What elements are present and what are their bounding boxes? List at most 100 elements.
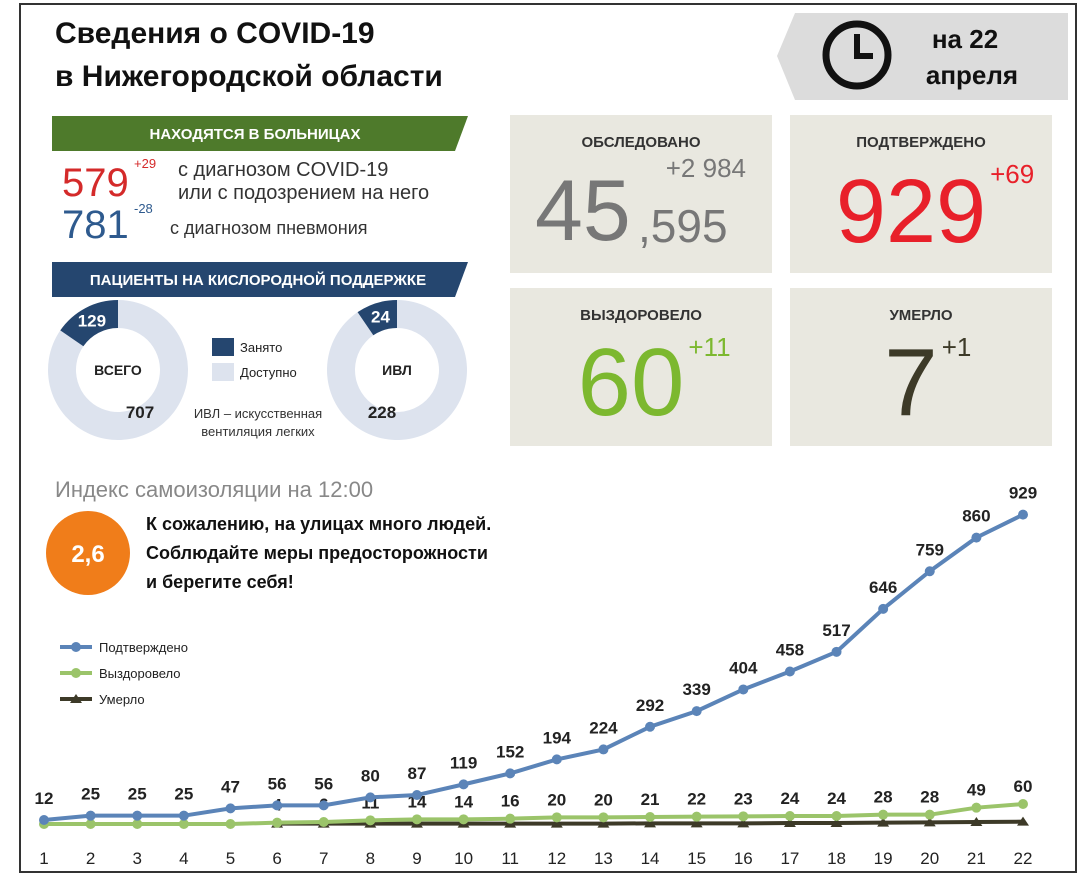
marker (85, 810, 96, 821)
x-tick-label: 11 (501, 849, 519, 868)
stat-value: 60 (578, 329, 685, 436)
stat-value: 45 (535, 163, 631, 259)
data-label: 12 (35, 789, 54, 808)
data-label: 25 (81, 785, 100, 804)
data-label: 16 (501, 792, 520, 811)
data-label: 56 (268, 774, 287, 793)
stat-delta: +11 (688, 332, 730, 362)
note: ИВЛ – искусственная (194, 406, 322, 421)
title: Сведения о COVID-19 (55, 17, 375, 50)
marker (923, 817, 936, 827)
marker (272, 800, 283, 811)
marker (971, 802, 982, 813)
x-tick-label: 9 (412, 849, 421, 868)
legend-marker (71, 642, 81, 652)
stat-box (790, 288, 1052, 446)
index-text: и берегите себя! (146, 572, 294, 592)
desc: с диагнозом COVID-19 (178, 159, 388, 181)
data-label: 404 (729, 658, 758, 677)
x-tick-label: 10 (454, 849, 473, 868)
marker (225, 803, 236, 814)
donut-occupied (60, 300, 118, 347)
stat-label: ПОДТВЕРЖДЕНО (856, 134, 986, 151)
data-label: 28 (920, 788, 939, 807)
marker (831, 646, 842, 657)
marker (738, 684, 749, 695)
donut-center-label: ИВЛ (382, 362, 412, 378)
data-label: 49 (967, 781, 986, 800)
marker (830, 818, 843, 828)
x-tick-label: 7 (319, 849, 328, 868)
data-label: 224 (589, 718, 618, 737)
marker (365, 792, 376, 803)
x-tick-label: 3 (133, 849, 142, 868)
data-label: 929 (1009, 484, 1037, 503)
marker (132, 819, 143, 829)
x-tick-label: 4 (179, 849, 188, 868)
marker (551, 754, 562, 765)
marker (690, 818, 703, 828)
banner (52, 116, 468, 151)
marker (458, 779, 469, 790)
stat-value: 7 (884, 329, 937, 436)
stat-box (510, 288, 772, 446)
legend-label: Умерло (99, 692, 145, 707)
stat-delta: +1 (942, 332, 972, 362)
index-text: К сожалению, на улицах много людей. (146, 514, 491, 534)
legend-swatch (212, 338, 234, 356)
note: вентиляция легких (201, 424, 315, 439)
x-tick-label: 14 (641, 849, 660, 868)
marker (784, 666, 795, 677)
marker (458, 814, 469, 825)
data-label: 458 (776, 640, 804, 659)
date-badge (777, 13, 1068, 100)
delta: -28 (134, 201, 153, 216)
desc: с диагнозом пневмония (170, 218, 368, 238)
x-tick-label: 22 (1014, 849, 1033, 868)
data-label: 87 (407, 764, 426, 783)
marker (225, 819, 236, 829)
x-tick-label: 17 (780, 849, 799, 868)
data-label: 56 (314, 774, 333, 793)
banner (52, 262, 468, 297)
data-label: 47 (221, 777, 240, 796)
marker (178, 819, 189, 829)
date: на 22 (932, 24, 998, 54)
donut-available (326, 300, 467, 440)
stat-value-rest: ,595 (638, 200, 728, 252)
x-tick-label: 21 (967, 849, 986, 868)
data-label: 14 (454, 792, 473, 811)
data-label: 194 (543, 728, 572, 747)
date: апреля (926, 60, 1018, 90)
stat-label: УМЕРЛО (889, 307, 952, 324)
data-label: 119 (450, 753, 477, 772)
marker (1018, 799, 1028, 810)
marker (738, 811, 749, 822)
data-label: 24 (780, 789, 799, 808)
data-label: 21 (641, 790, 660, 809)
marker (178, 810, 189, 821)
count: 781 (62, 203, 129, 247)
data-label: 60 (1014, 777, 1033, 796)
marker (85, 819, 96, 829)
donut-center-label: ВСЕГО (94, 362, 142, 378)
marker (1017, 816, 1029, 826)
data-label: 20 (594, 790, 613, 809)
marker (645, 812, 656, 823)
marker (645, 721, 656, 732)
data-label: 80 (361, 766, 380, 785)
legend-label: Доступно (240, 365, 297, 380)
marker (783, 818, 796, 828)
x-tick-label: 18 (827, 849, 846, 868)
marker (39, 815, 49, 826)
marker (970, 817, 983, 827)
clock-icon (822, 20, 892, 90)
x-tick-label: 16 (734, 849, 753, 868)
count: 579 (62, 161, 129, 205)
x-tick-label: 8 (366, 849, 375, 868)
marker (550, 818, 563, 828)
marker (878, 603, 889, 614)
donut-occupied-label: 129 (78, 311, 106, 330)
